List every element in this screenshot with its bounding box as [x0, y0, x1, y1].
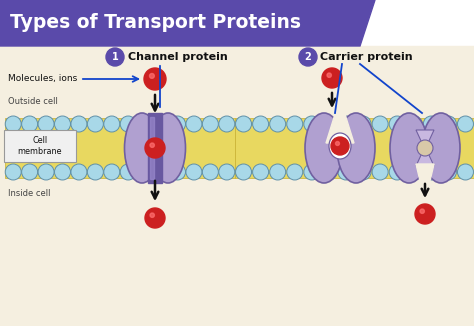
Ellipse shape	[422, 113, 460, 183]
Circle shape	[287, 116, 303, 132]
Circle shape	[304, 116, 320, 132]
Ellipse shape	[125, 113, 159, 183]
Bar	[5, 118, 235, 178]
Text: 1: 1	[111, 52, 118, 62]
Circle shape	[389, 164, 405, 180]
Circle shape	[355, 164, 371, 180]
Circle shape	[321, 116, 337, 132]
Circle shape	[355, 116, 371, 132]
Circle shape	[219, 116, 235, 132]
Circle shape	[5, 164, 21, 180]
Circle shape	[104, 164, 120, 180]
Circle shape	[22, 116, 37, 132]
Circle shape	[153, 116, 169, 132]
Ellipse shape	[151, 113, 185, 183]
Circle shape	[440, 164, 456, 180]
Circle shape	[423, 116, 439, 132]
Circle shape	[104, 116, 120, 132]
Circle shape	[145, 208, 165, 228]
Text: Carrier protein: Carrier protein	[320, 52, 413, 62]
Circle shape	[150, 213, 155, 217]
Circle shape	[145, 138, 165, 158]
Bar	[150, 117, 154, 179]
Circle shape	[87, 116, 103, 132]
Circle shape	[338, 164, 354, 180]
Bar	[148, 113, 162, 183]
Circle shape	[186, 164, 202, 180]
Text: Types of Transport Proteins: Types of Transport Proteins	[10, 13, 301, 33]
Circle shape	[137, 116, 153, 132]
Circle shape	[270, 116, 286, 132]
Circle shape	[153, 164, 169, 180]
Ellipse shape	[337, 113, 375, 183]
Circle shape	[150, 143, 155, 147]
Bar	[0, 46, 474, 326]
Circle shape	[5, 116, 21, 132]
Circle shape	[236, 116, 252, 132]
Circle shape	[336, 141, 339, 145]
Polygon shape	[326, 111, 354, 143]
Circle shape	[327, 73, 331, 77]
Circle shape	[389, 116, 405, 132]
Polygon shape	[416, 164, 434, 185]
Circle shape	[322, 68, 342, 88]
Circle shape	[202, 116, 219, 132]
Circle shape	[299, 48, 317, 66]
Circle shape	[321, 164, 337, 180]
Circle shape	[120, 164, 136, 180]
Polygon shape	[0, 0, 375, 46]
Circle shape	[457, 164, 474, 180]
Circle shape	[253, 116, 269, 132]
Circle shape	[202, 164, 219, 180]
Text: Molecules, ions: Molecules, ions	[8, 75, 77, 83]
Circle shape	[186, 116, 202, 132]
Circle shape	[55, 116, 71, 132]
Circle shape	[170, 116, 185, 132]
Circle shape	[219, 164, 235, 180]
Circle shape	[71, 116, 87, 132]
Circle shape	[120, 116, 136, 132]
Circle shape	[423, 164, 439, 180]
Polygon shape	[416, 130, 434, 166]
Circle shape	[106, 48, 124, 66]
Text: Inside cell: Inside cell	[8, 188, 51, 198]
Ellipse shape	[329, 133, 351, 159]
Ellipse shape	[390, 113, 428, 183]
Text: 2: 2	[305, 52, 311, 62]
Circle shape	[372, 116, 388, 132]
Circle shape	[415, 204, 435, 224]
Circle shape	[137, 164, 153, 180]
Circle shape	[270, 164, 286, 180]
Circle shape	[144, 68, 166, 90]
Circle shape	[38, 116, 54, 132]
Bar	[235, 118, 474, 178]
Circle shape	[457, 116, 474, 132]
Circle shape	[331, 137, 349, 155]
Circle shape	[420, 209, 424, 214]
Circle shape	[149, 73, 155, 78]
FancyBboxPatch shape	[4, 130, 76, 162]
Circle shape	[71, 164, 87, 180]
Text: Outside cell: Outside cell	[8, 97, 58, 107]
Text: Cell
membrane: Cell membrane	[18, 136, 62, 156]
Circle shape	[440, 116, 456, 132]
Circle shape	[236, 164, 252, 180]
Ellipse shape	[305, 113, 343, 183]
Circle shape	[304, 164, 320, 180]
Circle shape	[338, 116, 354, 132]
Text: Channel protein: Channel protein	[128, 52, 228, 62]
Circle shape	[55, 164, 71, 180]
Circle shape	[372, 164, 388, 180]
Circle shape	[287, 164, 303, 180]
Circle shape	[87, 164, 103, 180]
Circle shape	[406, 116, 422, 132]
Circle shape	[22, 164, 37, 180]
Circle shape	[406, 164, 422, 180]
Circle shape	[38, 164, 54, 180]
Circle shape	[417, 140, 433, 156]
Circle shape	[253, 164, 269, 180]
Circle shape	[170, 164, 185, 180]
